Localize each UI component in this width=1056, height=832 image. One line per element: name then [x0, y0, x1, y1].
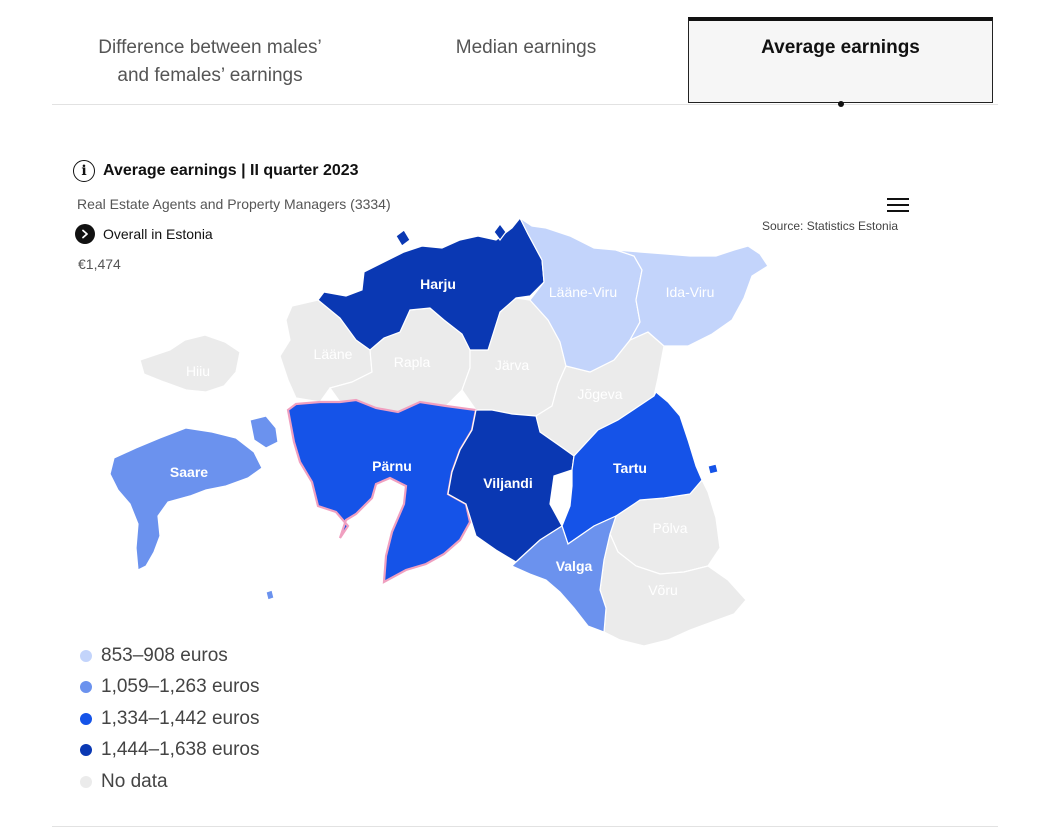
legend-item[interactable]: 1,334–1,442 euros — [80, 703, 259, 735]
region-hiiu[interactable] — [139, 334, 241, 393]
legend-label: 1,444–1,638 euros — [101, 739, 260, 761]
region-saare-muhu[interactable] — [249, 415, 279, 449]
label-voru: Võru — [648, 582, 678, 598]
label-laane: Lääne — [314, 346, 353, 362]
label-polva: Põlva — [652, 520, 687, 536]
legend-item[interactable]: 853–908 euros — [80, 640, 259, 672]
label-viljandi: Viljandi — [483, 475, 533, 491]
label-hiiu: Hiiu — [186, 363, 210, 379]
label-ida-viru: Ida-Viru — [666, 284, 715, 300]
tab-bar: Difference between males’ and females’ e… — [52, 0, 998, 107]
active-tab-indicator — [838, 101, 844, 107]
region-harju-islet-2[interactable] — [493, 223, 507, 241]
label-saare: Saare — [170, 464, 208, 480]
overall-label: Overall in Estonia — [103, 226, 213, 242]
chart-subtitle: Real Estate Agents and Property Managers… — [77, 196, 391, 212]
region-tartu-islet[interactable] — [707, 463, 719, 475]
legend-item[interactable]: 1,059–1,263 euros — [80, 672, 259, 704]
label-parnu: Pärnu — [372, 458, 412, 474]
region-valga[interactable] — [510, 514, 618, 633]
label-valga: Valga — [556, 558, 593, 574]
overall-value: €1,474 — [78, 256, 121, 272]
legend-label: 1,059–1,263 euros — [101, 676, 260, 698]
region-harju-islet[interactable] — [395, 229, 411, 247]
legend-label: 853–908 euros — [101, 644, 228, 666]
legend-swatch — [80, 681, 92, 694]
region-tartu[interactable] — [561, 391, 703, 545]
overall-toggle[interactable]: Overall in Estonia — [75, 224, 213, 244]
legend-label: No data — [101, 770, 168, 792]
legend-swatch — [80, 712, 92, 725]
tab-label: Difference between males’ and females’ e… — [98, 37, 322, 86]
legend-label: 1,334–1,442 euros — [101, 707, 260, 729]
region-saare-islet[interactable] — [265, 589, 275, 601]
legend-item[interactable]: No data — [80, 766, 259, 798]
tab-label: Median earnings — [455, 37, 597, 58]
label-tartu: Tartu — [613, 460, 647, 476]
legend-swatch — [80, 775, 92, 788]
tab-label: Average earnings — [761, 37, 920, 58]
chevron-right-icon — [75, 224, 95, 244]
hamburger-menu-icon[interactable] — [887, 198, 909, 214]
region-parnu[interactable] — [286, 398, 478, 584]
legend-swatch — [80, 744, 92, 757]
label-jogeva: Jõgeva — [577, 386, 622, 402]
chart-title: Average earnings | II quarter 2023 — [103, 162, 359, 179]
source-text: Source: Statistics Estonia — [762, 219, 899, 233]
legend-swatch — [80, 649, 92, 662]
tab-median-earnings[interactable]: Median earnings — [368, 18, 684, 102]
region-ida-viru[interactable] — [615, 245, 769, 347]
legend-item[interactable]: 1,444–1,638 euros — [80, 735, 259, 767]
label-jarva: Järva — [495, 357, 529, 373]
label-laane-viru: Lääne-Viru — [549, 284, 617, 300]
divider — [52, 826, 998, 827]
legend: 853–908 euros 1,059–1,263 euros 1,334–1,… — [80, 640, 259, 798]
region-saare[interactable] — [109, 427, 263, 571]
label-rapla: Rapla — [394, 354, 431, 370]
chart-header: i Average earnings | II quarter 2023 — [73, 160, 359, 182]
tab-gender-difference[interactable]: Difference between males’ and females’ e… — [52, 18, 368, 102]
info-icon[interactable]: i — [73, 160, 95, 182]
label-harju: Harju — [420, 276, 456, 292]
tab-average-earnings[interactable]: Average earnings — [688, 17, 993, 107]
